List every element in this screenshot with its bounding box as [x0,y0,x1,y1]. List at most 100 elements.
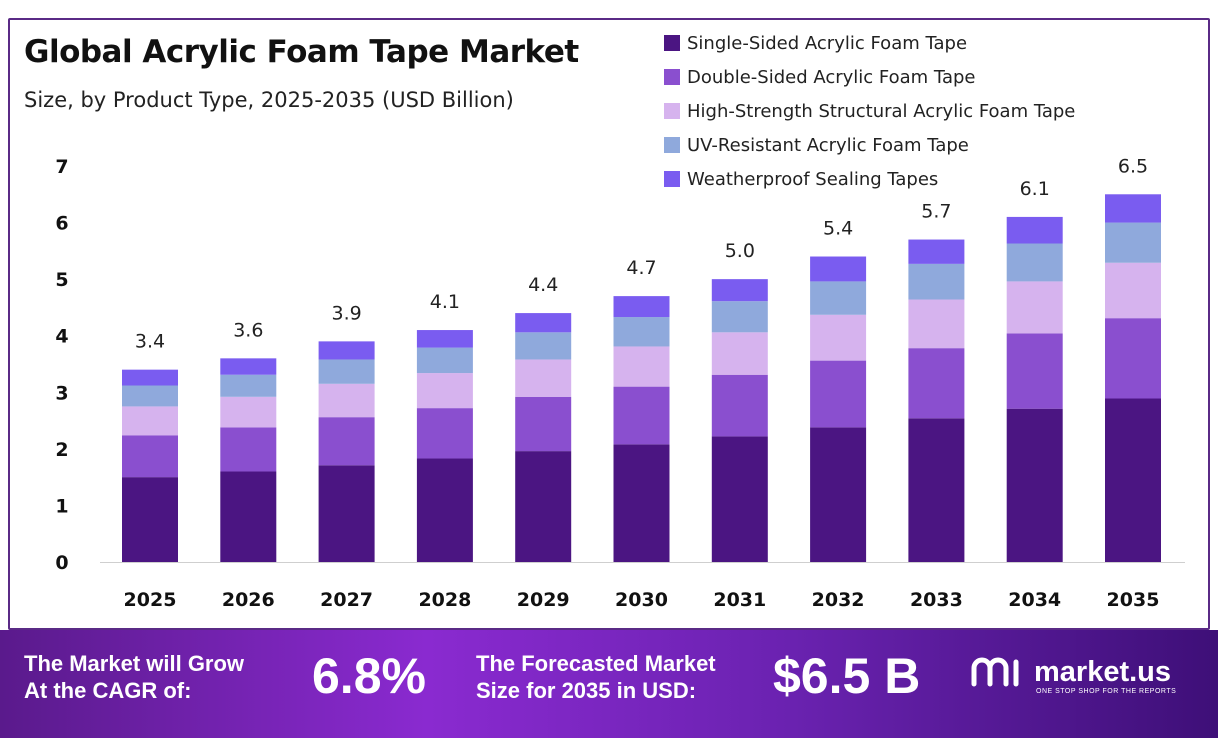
x-tick-label: 2026 [222,589,275,611]
y-tick-label: 7 [55,156,68,178]
bar-segment [416,458,473,562]
bar-segment [416,408,473,459]
bar-segment [122,406,178,436]
legend-label: UV-Resistant Acrylic Foam Tape [687,134,969,156]
legend-item-weatherproof: Weatherproof Sealing Tapes [664,162,1075,196]
bar-segment [416,347,473,374]
data-label: 4.7 [626,257,656,279]
legend-swatch [664,69,680,85]
data-label: 3.9 [331,302,361,324]
forecast-label-line2: Size for 2035 in USD: [476,678,697,703]
market-us-logo-icon [971,657,1019,687]
bar-segment [318,465,375,562]
cagr-label-line2: At the CAGR of: [24,678,192,703]
data-label: 5.7 [921,201,951,223]
forecast-label: The Forecasted Market Size for 2035 in U… [476,650,716,704]
chart-subtitle: Size, by Product Type, 2025-2035 (USD Bi… [24,88,514,112]
bar-segment [613,346,670,387]
bar-segment [318,383,375,418]
bar-segment [122,385,178,407]
legend-swatch [664,137,680,153]
bar-segment [908,418,965,562]
bar-segment [1105,194,1161,223]
x-tick-label: 2029 [517,589,570,611]
bar-segment [711,332,768,375]
brand-tagline: ONE STOP SHOP FOR THE REPORTS [1036,688,1177,695]
bar-segment [1105,398,1161,562]
bar-segment [515,396,572,452]
x-tick-label: 2035 [1107,589,1160,611]
bar-segment [220,396,277,428]
y-tick-label: 6 [55,213,68,235]
chart-title: Global Acrylic Foam Tape Market [24,34,579,70]
bar-segment [416,330,473,348]
x-tick-label: 2034 [1008,589,1061,611]
bar-segment [122,369,178,386]
data-label: 5.0 [725,240,755,262]
bar-segment [908,263,965,300]
legend-label: High-Strength Structural Acrylic Foam Ta… [687,100,1076,122]
data-label: 3.6 [233,319,263,341]
brand-name: market.us [1034,656,1172,688]
bar-segment [1105,262,1161,319]
x-tick-label: 2027 [320,589,373,611]
y-tick-label: 0 [55,552,68,574]
bar-segment [908,348,965,419]
legend-swatch [664,171,680,187]
y-tick-label: 3 [55,382,68,404]
legend-item-single-sided: Single-Sided Acrylic Foam Tape [664,26,1075,60]
bar-segment [416,373,473,409]
data-label: 6.5 [1118,155,1148,177]
bar-segment [220,471,277,562]
legend-swatch [664,35,680,51]
bar-segment [515,313,572,333]
chart-frame [8,18,1210,630]
bar-segment [515,359,572,397]
data-label: 4.1 [430,291,460,313]
bar-segment [515,332,572,360]
bar-segment [810,256,867,282]
bar-segment [1006,408,1063,562]
bar-segment [810,360,867,428]
bar-segment [1006,216,1063,244]
cagr-value: 6.8% [312,648,426,704]
bar-segment [810,314,867,361]
legend-swatch [664,103,680,119]
bar-segment [908,239,965,264]
x-tick-label: 2032 [812,589,865,611]
bar-segment [122,435,178,478]
legend-item-high-strength: High-Strength Structural Acrylic Foam Ta… [664,94,1075,128]
y-tick-label: 4 [55,326,68,348]
market-us-logo: market.us ONE STOP SHOP FOR THE REPORTS [970,654,1176,695]
bar-segment [220,374,277,397]
cagr-label: The Market will Grow At the CAGR of: [24,650,244,704]
bar-segment [1006,243,1063,282]
legend-label: Single-Sided Acrylic Foam Tape [687,32,968,54]
bar-segment [613,386,670,445]
legend-item-double-sided: Double-Sided Acrylic Foam Tape [664,60,1075,94]
x-tick-label: 2025 [124,589,177,611]
bar-segment [908,299,965,349]
bar-segment [613,296,670,318]
forecast-value: $6.5 B [773,648,921,704]
bar-segment [1105,318,1161,399]
bar-segment [1006,333,1063,409]
stacked-bar-chart: 0 1 2 3 4 5 6 7 3.4 2025 3.6 2026 3.9 2027 4.1 2028 4.4 2… [55,155,1185,611]
x-tick-label: 2031 [713,589,766,611]
cagr-label-line1: The Market will Grow [24,651,245,676]
data-label: 4.4 [528,274,558,296]
bar-segment [711,374,768,437]
data-label: 3.4 [135,331,165,353]
bar-segment [711,301,768,333]
bar-segment [1105,222,1161,263]
x-tick-label: 2033 [910,589,963,611]
bar-segment [1006,281,1063,334]
bar-segment [318,359,375,384]
bar-segment [220,427,277,472]
legend-label: Weatherproof Sealing Tapes [687,168,939,190]
chart-legend: Single-Sided Acrylic Foam Tape Double-Si… [664,26,1075,196]
y-tick-label: 2 [55,439,68,461]
footer-banner: The Market will Grow At the CAGR of: 6.8… [0,630,1218,738]
bar-segment [810,281,867,315]
x-tick-label: 2028 [418,589,471,611]
